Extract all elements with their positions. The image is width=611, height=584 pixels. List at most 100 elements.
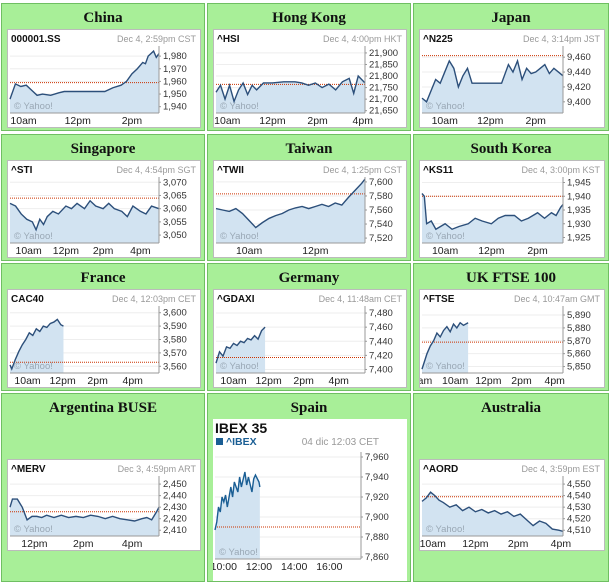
panel-uk-ftse-100: UK FTSE 100 ^FTSE Dec 4, 10:47am GMT 5,890 5… <box>413 263 609 391</box>
ticker-symbol: ^TWII <box>217 165 244 176</box>
y-tick-label: 1,925 <box>567 233 591 244</box>
ticker-symbol: ^GDAXI <box>217 294 255 305</box>
series-line <box>421 193 564 231</box>
timestamp: Dec 4, 4:00pm HKT <box>323 34 403 44</box>
panel-china: China 000001.SS Dec 4, 2:59pm CST 1,980 1,97… <box>1 3 205 131</box>
chart-svg: ^KS11 Dec 4, 3:00pm KST 1,945 1,940 1,935 1,9… <box>421 165 600 257</box>
y-tick-label: 21,700 <box>369 94 398 105</box>
y-tick-label: 2,450 <box>163 479 187 490</box>
x-tick-label: 12pm <box>478 245 505 257</box>
panel-germany: Germany ^GDAXI Dec 4, 11:48am CET 7,480 7,46… <box>207 263 411 391</box>
panel-japan: Japan ^N225 Dec 4, 3:14pm JST 9,460 9,440 9,4… <box>413 3 609 131</box>
chart-argentina-buse[interactable]: ^MERV Dec 3, 4:59pm ART 2,450 2,440 2,430 2,4… <box>7 459 201 551</box>
timestamp: Dec 4, 1:25pm CST <box>323 165 403 175</box>
chart-australia[interactable]: ^AORD Dec 4, 3:59pm EST 4,550 4,540 4,530 4,5… <box>419 459 605 551</box>
chart-svg: 000001.SS Dec 4, 2:59pm CST 1,980 1,9701,96… <box>9 34 197 127</box>
x-tick-label: 2pm <box>73 538 94 550</box>
area-fill <box>422 322 469 373</box>
x-tick-label: 10am <box>420 538 446 550</box>
panel-france: France CAC40 Dec 4, 12:03pm CET 3,600 3,590 3… <box>1 263 205 391</box>
chart-svg: ^TWII Dec 4, 1:25pm CST 7,600 7,580 7,560 7,5… <box>215 165 403 257</box>
yahoo-watermark: © Yahoo! <box>426 231 465 242</box>
y-tick-label: 3,070 <box>163 177 187 188</box>
x-tick-label: 2pm <box>87 375 108 387</box>
x-tick-label: 10am <box>10 115 37 127</box>
panel-title[interactable]: UK FTSE 100 <box>465 270 556 286</box>
yahoo-watermark: © Yahoo! <box>14 524 53 535</box>
yahoo-watermark: © Yahoo! <box>14 101 53 112</box>
panel-title[interactable]: China <box>83 10 123 26</box>
y-tick-label: 2,420 <box>163 514 187 525</box>
y-tick-label: 7,940 <box>365 472 389 483</box>
x-tick-label: 2pm <box>527 245 548 257</box>
y-tick-label: 5,870 <box>567 336 591 347</box>
x-tick-label: 14:00 <box>281 561 307 573</box>
panel-title[interactable]: Japan <box>491 10 531 26</box>
chart-south-korea[interactable]: ^KS11 Dec 4, 3:00pm KST 1,945 1,940 1,935 1,9… <box>419 160 605 258</box>
y-tick-label: 2,410 <box>163 525 187 536</box>
x-tick-label: 12pm <box>475 375 502 387</box>
y-tick-label: 7,860 <box>365 552 389 563</box>
x-tick-label: 10am <box>236 245 263 257</box>
area-fill <box>10 51 159 113</box>
yahoo-watermark: © Yahoo! <box>426 361 465 372</box>
y-tick-label: 7,960 <box>365 452 389 463</box>
series-line <box>215 178 366 229</box>
area-fill <box>422 60 563 113</box>
series-line <box>214 471 261 531</box>
x-tick-label: 2pm <box>93 245 114 257</box>
panel-title[interactable]: South Korea <box>470 141 552 157</box>
x-tick-label: 12pm <box>302 245 329 257</box>
panel-title[interactable]: Taiwan <box>285 141 333 157</box>
series-line <box>9 199 160 232</box>
chart-france[interactable]: CAC40 Dec 4, 12:03pm CET 3,600 3,590 3,580 3,… <box>7 289 201 388</box>
x-tick-label: 10:00 <box>213 561 237 573</box>
series-line <box>421 58 564 103</box>
x-tick-label: 2pm <box>307 115 328 127</box>
chart-svg: IBEX 35^IBEX 04 dic 12:03 CET 7,960 7,940 7,… <box>213 420 389 573</box>
chart-svg: ^FTSE Dec 4, 10:47am GMT 5,890 5,880 5,870 5,… <box>420 294 600 387</box>
yahoo-watermark: © Yahoo! <box>426 524 465 535</box>
area-fill <box>216 179 365 243</box>
x-tick-label: 16:00 <box>316 561 342 573</box>
ticker-symbol: ^MERV <box>11 464 46 475</box>
chart-japan[interactable]: ^N225 Dec 4, 3:14pm JST 9,460 9,440 9,420 9,4… <box>419 29 605 128</box>
x-tick-label: 4pm <box>328 375 349 387</box>
x-tick-label: 12pm <box>49 375 76 387</box>
panel-title[interactable]: Argentina BUSE <box>49 400 157 416</box>
x-tick-label: 2pm <box>511 375 532 387</box>
y-tick-label: 7,580 <box>369 191 393 202</box>
yahoo-watermark: © Yahoo! <box>219 547 258 558</box>
y-tick-label: 9,420 <box>567 82 591 93</box>
timestamp: Dec 4, 3:59pm EST <box>521 464 600 474</box>
timestamp: Dec 4, 2:59pm CST <box>117 34 197 44</box>
panel-title[interactable]: Spain <box>290 400 328 416</box>
chart-spain[interactable]: IBEX 35 ^IBEX 04 dic 12:03 CET 7,960 7,940 7,… <box>213 419 407 581</box>
y-tick-label: 3,600 <box>163 308 187 319</box>
x-tick-label: 10am <box>14 375 41 387</box>
chart-hong-kong[interactable]: ^HSI Dec 4, 4:00pm HKT 21,900 21,850 21,800 2… <box>213 29 407 128</box>
y-tick-label: 3,065 <box>163 190 187 201</box>
x-tick-label: 2pm <box>122 115 143 127</box>
area-fill <box>422 193 563 243</box>
x-tick-label: 4pm <box>130 245 151 257</box>
chart-svg: ^MERV Dec 3, 4:59pm ART2,4502,4402,4302,4… <box>9 464 196 550</box>
chart-taiwan[interactable]: ^TWII Dec 4, 1:25pm CST 7,600 7,580 7,560 7,5… <box>213 160 407 258</box>
yahoo-watermark: © Yahoo! <box>426 101 465 112</box>
panel-title[interactable]: Australia <box>481 400 541 416</box>
chart-germany[interactable]: ^GDAXI Dec 4, 11:48am CET 7,480 7,460 7,440 7… <box>213 289 407 388</box>
panel-title[interactable]: France <box>80 270 126 286</box>
panel-title[interactable]: Singapore <box>70 141 136 157</box>
timestamp: 04 dic 12:03 CET <box>302 437 379 448</box>
chart-uk-ftse-100[interactable]: ^FTSE Dec 4, 10:47am GMT 5,890 5,880 5,870 5,… <box>419 289 605 388</box>
y-tick-label: 1,950 <box>163 89 187 100</box>
panel-title[interactable]: Hong Kong <box>272 10 346 26</box>
chart-singapore[interactable]: ^STI Dec 4, 4:54pm SGT 3,070 3,065 3,060 3,05… <box>7 160 201 258</box>
timestamp: Dec 4, 3:00pm KST <box>521 165 600 175</box>
chart-china[interactable]: 000001.SS Dec 4, 2:59pm CST 1,980 1,970 1,96… <box>7 29 201 128</box>
y-tick-label: 21,800 <box>369 71 398 82</box>
chart-svg: ^HSI Dec 4, 4:00pm HKT21,90021,85021,8002… <box>214 34 403 127</box>
y-tick-label: 9,400 <box>567 97 591 108</box>
panel-title[interactable]: Germany <box>278 270 340 286</box>
panel-hong-kong: Hong Kong ^HSI Dec 4, 4:00pm HKT 21,900 21,8… <box>207 3 411 131</box>
